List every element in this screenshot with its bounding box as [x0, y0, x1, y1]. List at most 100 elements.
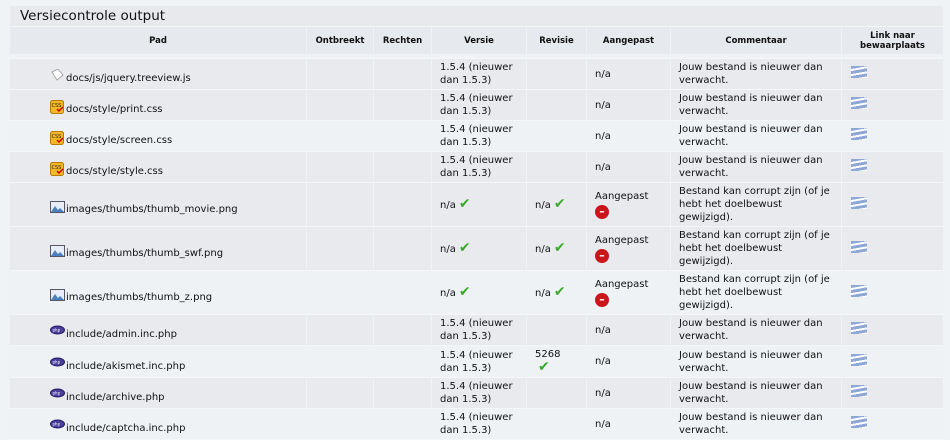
modified-text: n/a [595, 324, 611, 336]
css-file-icon: CSS [50, 131, 66, 146]
version-text: 1.5.4 (nieuwer dan 1.5.3) [440, 155, 513, 179]
col-commentaar[interactable]: Commentaar [671, 26, 841, 54]
repository-link-icon[interactable] [851, 353, 867, 366]
col-link[interactable]: Link naar bewaarplaats [842, 26, 943, 54]
version-cell: n/a ✔ [432, 271, 526, 315]
comment-cell: Bestand kan corrupt zijn (of je hebt het… [671, 271, 841, 315]
comment-cell: Jouw bestand is nieuwer dan verwacht. [671, 315, 841, 346]
modified-text: n/a [595, 130, 611, 142]
file-path: docs/js/jquery.treeview.js [66, 73, 191, 84]
repository-link-icon[interactable] [851, 128, 867, 140]
permissions-cell [374, 121, 431, 152]
file-path: images/thumbs/thumb_swf.png [66, 247, 224, 259]
version-text: 1.5.4 (nieuwer dan 1.5.3) [440, 381, 513, 405]
repository-link-icon[interactable] [851, 385, 867, 397]
table-row: docs/js/jquery.treeview.js 1.5.4 (nieuwer… [10, 59, 943, 90]
file-path: images/thumbs/thumb_z.png [66, 291, 213, 303]
col-ontbreekt[interactable]: Ontbreekt [307, 26, 373, 54]
modified-text: Aangepast [595, 191, 649, 202]
comment-cell: Jouw bestand is nieuwer dan verwacht. [671, 90, 841, 121]
repository-link-icon[interactable] [851, 240, 867, 253]
col-rechten[interactable]: Rechten [374, 26, 431, 54]
version-control-table: Pad Ontbreekt Rechten Versie Revisie Aan… [9, 26, 944, 440]
file-path: include/admin.inc.php [66, 329, 177, 340]
image-file-icon [50, 244, 66, 259]
version-cell: 1.5.4 (nieuwer dan 1.5.3) [432, 315, 526, 346]
revision-text: n/a [535, 287, 551, 299]
css-file-icon: CSS [50, 100, 66, 115]
checkmark-icon: ✔ [458, 195, 471, 212]
forbidden-icon: – [595, 293, 609, 307]
revision-cell [527, 315, 586, 346]
missing-cell [307, 59, 373, 90]
permissions-cell [374, 227, 431, 271]
revision-cell: 5268 ✔ [527, 346, 586, 378]
version-cell: n/a ✔ [432, 183, 526, 227]
svg-text:CSS: CSS [52, 165, 62, 171]
missing-cell [307, 409, 373, 440]
repository-link-icon[interactable] [851, 416, 867, 428]
permissions-cell [374, 183, 431, 227]
col-aangepast[interactable]: Aangepast [587, 26, 670, 54]
modified-text: Aangepast [595, 279, 649, 290]
repository-link-icon[interactable] [851, 196, 867, 209]
revision-cell [527, 90, 586, 121]
file-path: images/thumbs/thumb_movie.png [66, 203, 238, 215]
comment-cell: Jouw bestand is nieuwer dan verwacht. [671, 409, 841, 440]
version-cell: 1.5.4 (nieuwer dan 1.5.3) [432, 59, 526, 90]
repository-link-icon[interactable] [851, 66, 867, 78]
comment-cell: Jouw bestand is nieuwer dan verwacht. [671, 152, 841, 183]
modified-text: n/a [595, 161, 611, 173]
modified-text: n/a [595, 68, 611, 80]
modified-cell: Aangepast – [587, 271, 670, 315]
col-versie[interactable]: Versie [432, 26, 526, 54]
revision-cell [527, 59, 586, 90]
repository-link-icon[interactable] [851, 322, 867, 334]
missing-cell [307, 90, 373, 121]
checkmark-icon: ✔ [458, 283, 471, 300]
css-file-icon: CSS [50, 162, 66, 177]
version-cell: 1.5.4 (nieuwer dan 1.5.3) [432, 121, 526, 152]
modified-cell: n/a [587, 152, 670, 183]
repository-link-cell [842, 346, 943, 378]
version-text: n/a [440, 199, 456, 211]
repository-link-cell [842, 227, 943, 271]
modified-cell: Aangepast – [587, 183, 670, 227]
path-cell: CSS docs/style/style.css [10, 152, 306, 183]
col-revisie[interactable]: Revisie [527, 26, 586, 54]
modified-cell: n/a [587, 59, 670, 90]
version-text: 1.5.4 (nieuwer dan 1.5.3) [440, 124, 513, 148]
checkmark-icon: ✔ [553, 195, 566, 212]
modified-cell: n/a [587, 346, 670, 378]
table-row: php include/akismet.inc.php 1.5.4 (nieuwer… [10, 346, 943, 378]
checkmark-icon: ✔ [538, 359, 550, 375]
version-text: 1.5.4 (nieuwer dan 1.5.3) [440, 93, 513, 117]
table-row: CSS docs/style/style.css 1.5.4 (nieuwer da… [10, 152, 943, 183]
revision-cell [527, 121, 586, 152]
col-pad[interactable]: Pad [10, 26, 306, 54]
table-row: CSS docs/style/screen.css 1.5.4 (nieuwer d… [10, 121, 943, 152]
revision-cell [527, 409, 586, 440]
repository-link-cell [842, 409, 943, 440]
svg-text:php: php [53, 391, 61, 396]
missing-cell [307, 152, 373, 183]
repository-link-icon[interactable] [851, 284, 867, 297]
svg-text:php: php [53, 422, 61, 427]
version-text: 1.5.4 (nieuwer dan 1.5.3) [440, 412, 513, 436]
missing-cell [307, 346, 373, 378]
svg-text:CSS: CSS [52, 103, 62, 109]
checkmark-icon: ✔ [458, 239, 471, 256]
file-path: include/captcha.inc.php [66, 423, 186, 434]
repository-link-icon[interactable] [851, 97, 867, 109]
repository-link-icon[interactable] [851, 159, 867, 171]
repository-link-cell [842, 152, 943, 183]
version-cell: n/a ✔ [432, 227, 526, 271]
checkmark-icon: ✔ [553, 283, 566, 300]
missing-cell [307, 378, 373, 409]
table-row: CSS docs/style/print.css 1.5.4 (nieuwer da… [10, 90, 943, 121]
permissions-cell [374, 315, 431, 346]
php-file-icon: php [50, 357, 66, 372]
permissions-cell [374, 378, 431, 409]
version-control-panel: Versiecontrole output Pad Ontbreekt Rech… [10, 6, 943, 440]
version-text: n/a [440, 287, 456, 299]
